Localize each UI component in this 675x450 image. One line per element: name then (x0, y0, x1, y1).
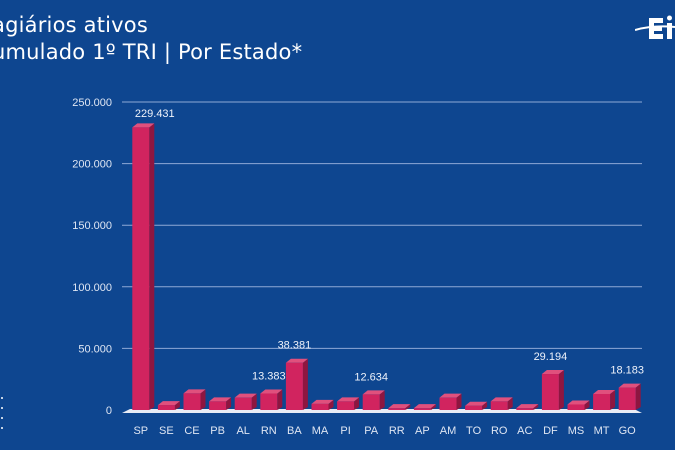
bar-side (354, 397, 360, 410)
bar-top (157, 401, 180, 406)
bar-ms (567, 404, 585, 410)
bar-pi (337, 401, 355, 410)
bar-side (251, 393, 257, 410)
x-tick-label: AP (415, 425, 430, 437)
x-tick-label: TO (466, 425, 482, 437)
x-tick-label: RO (491, 425, 508, 437)
data-label: 38.381 (278, 340, 312, 352)
bar-side (226, 397, 232, 410)
bar-al (234, 397, 252, 410)
bar-ce (183, 393, 201, 410)
bar-side (533, 404, 539, 410)
bar-ma (311, 403, 329, 410)
y-tick-label: 50.000 (78, 343, 112, 355)
bar-top (593, 389, 616, 394)
bar-top (234, 393, 257, 398)
y-tick-label: 200.000 (72, 159, 112, 171)
title-line-2: umulado 1º TRI | Por Estado* (0, 40, 303, 64)
bar-top (388, 404, 411, 409)
bar-side (328, 399, 334, 410)
bar-pa (362, 394, 380, 410)
bar-sp (132, 127, 150, 411)
x-tick-label: PB (210, 425, 225, 437)
bar-top (541, 370, 564, 375)
chart-floor (122, 409, 642, 413)
x-tick-label: SP (133, 425, 148, 437)
y-tick-label: 0 (106, 405, 112, 417)
bar-side (302, 358, 308, 410)
bar-side (174, 401, 180, 410)
bar-df (541, 374, 559, 410)
bar-side (405, 404, 411, 410)
bar-side (610, 389, 616, 410)
bar-se (157, 405, 175, 410)
x-tick-label: BA (287, 425, 302, 437)
y-tick-label: 250.000 (72, 97, 112, 109)
bar-side (584, 400, 590, 410)
bar-top (465, 401, 488, 406)
bar-mt (593, 393, 611, 410)
x-tick-label: CE (184, 425, 199, 437)
x-tick-label: RR (389, 425, 405, 437)
bar-side (379, 390, 385, 410)
title-line-1: agiários ativos (0, 13, 148, 37)
bar-side (456, 393, 462, 410)
bar-side (635, 383, 641, 410)
bar-ro (490, 401, 508, 410)
data-label: 229.431 (135, 108, 175, 120)
bar-ba (285, 362, 303, 410)
bar-ac (516, 408, 534, 410)
x-tick-label: SE (159, 425, 174, 437)
x-tick-label: RN (261, 425, 277, 437)
data-label: 13.383 (252, 371, 286, 383)
bar-top (285, 358, 308, 363)
data-label: 12.634 (354, 371, 388, 383)
x-tick-label: MT (594, 425, 610, 437)
bar-go (618, 387, 636, 410)
bar-ap (413, 408, 431, 410)
bar-top (413, 404, 436, 409)
y-tick-label: 150.000 (72, 220, 112, 232)
bar-rr (388, 408, 406, 410)
x-tick-label: PA (364, 425, 379, 437)
bar-rn (260, 393, 278, 410)
x-tick-label: AC (517, 425, 532, 437)
x-tick-label: MS (568, 425, 585, 437)
bar-top (490, 397, 513, 402)
bar-side (430, 404, 436, 410)
bar-top (337, 397, 360, 402)
bar-top (567, 400, 590, 405)
x-tick-label: DF (543, 425, 558, 437)
bar-top (183, 389, 206, 394)
data-label: 18.183 (610, 365, 644, 377)
x-tick-label: AL (236, 425, 249, 437)
bar-top (439, 393, 462, 398)
bar-top (311, 399, 334, 404)
bar-side (507, 397, 513, 410)
bar-side (558, 370, 564, 410)
bar-side (277, 389, 283, 410)
y-tick-label: 100.000 (72, 282, 112, 294)
x-tick-label: MA (312, 425, 329, 437)
bar-top (260, 389, 283, 394)
bar-top (362, 390, 385, 395)
bar-top (209, 397, 232, 402)
x-tick-label: GO (619, 425, 637, 437)
bar-top (516, 404, 539, 409)
bar-side (149, 123, 155, 411)
brand-logo-icon (635, 15, 675, 39)
bar-pb (209, 401, 227, 410)
chart-title: agiários ativos umulado 1º TRI | Por Est… (0, 12, 302, 66)
bar-side (200, 389, 206, 410)
x-tick-label: AM (440, 425, 457, 437)
bar-am (439, 397, 457, 410)
bar-top (132, 123, 155, 128)
data-label: 29.194 (534, 351, 568, 363)
vertical-dots-decoration-icon (1, 397, 3, 429)
bar-to (465, 405, 483, 410)
bar-side (482, 401, 488, 410)
x-tick-label: PI (340, 425, 350, 437)
bar-top (618, 383, 641, 388)
